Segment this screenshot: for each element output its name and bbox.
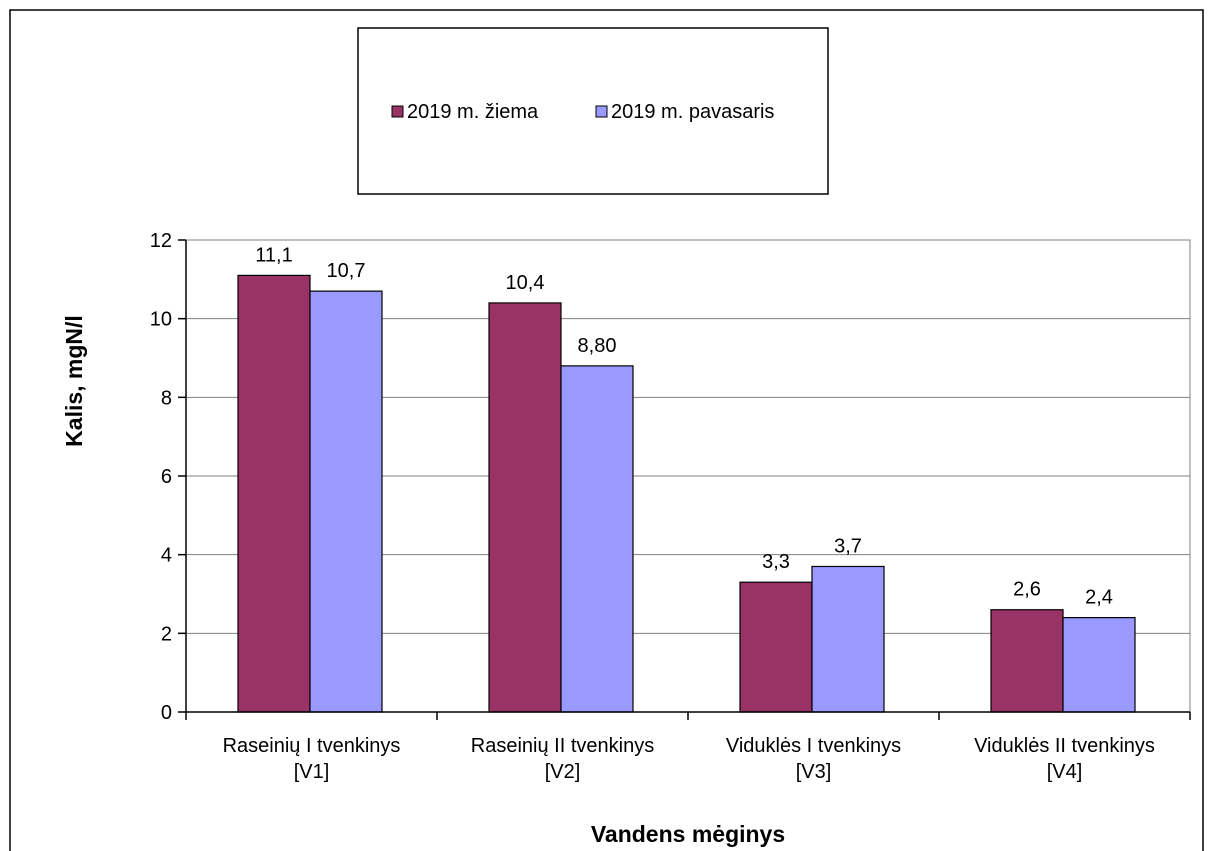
bar <box>560 365 634 713</box>
x-axis-title: Vandens mėginys <box>591 821 785 847</box>
bar <box>739 581 813 713</box>
data-label: 2,4 <box>1085 587 1113 609</box>
data-label: 3,7 <box>834 535 862 557</box>
y-tick-label: 12 <box>150 230 172 252</box>
x-tick-label-line: Raseinių II tvenkinys <box>471 735 654 757</box>
x-tick-label-line: [V1] <box>294 761 330 783</box>
legend-box <box>357 27 829 195</box>
y-tick-label: 4 <box>161 545 172 567</box>
y-axis-title: Kalis, mgN/l <box>61 315 87 447</box>
data-label: 3,3 <box>762 551 790 573</box>
y-tick-label: 6 <box>161 466 172 488</box>
data-labels: 11,1 10,7 10,4 8,80 3,3 3,7 2,6 2,4 <box>255 244 1113 608</box>
x-tick-label: Viduklės I tvenkinys [V3] <box>726 735 901 783</box>
bar <box>309 290 383 713</box>
legend-label: 2019 m. žiema <box>407 101 539 123</box>
bars <box>237 274 1136 713</box>
data-label: 2,6 <box>1013 579 1041 601</box>
bar <box>811 565 885 713</box>
x-tick-label-line: Viduklės II tvenkinys <box>974 735 1155 757</box>
data-label: 10,7 <box>327 260 366 282</box>
x-tick-label-line: Raseinių I tvenkinys <box>223 735 401 757</box>
bar <box>1062 616 1136 713</box>
y-tick-label: 10 <box>150 309 172 331</box>
y-tick-label: 8 <box>161 387 172 409</box>
data-label: 11,1 <box>255 244 292 266</box>
x-tick-label: Viduklės II tvenkinys [V4] <box>974 735 1155 783</box>
x-tick-label: Raseinių II tvenkinys [V2] <box>471 735 654 783</box>
bar <box>990 609 1064 713</box>
legend-label: 2019 m. pavasaris <box>611 101 774 123</box>
x-tick-label-line: [V3] <box>796 761 832 783</box>
x-tick-label-line: [V4] <box>1047 761 1083 783</box>
x-tick-label: Raseinių I tvenkinys [V1] <box>223 735 401 783</box>
y-tick-label: 2 <box>161 623 172 645</box>
data-label: 8,80 <box>578 335 617 357</box>
bar <box>237 274 311 713</box>
x-tick-label-line: [V2] <box>545 761 581 783</box>
y-tick-label: 0 <box>161 702 172 724</box>
legend-swatch <box>391 105 404 118</box>
data-label: 10,4 <box>506 272 545 294</box>
bar <box>488 302 562 713</box>
legend-swatch <box>595 105 608 118</box>
legend: 2019 m. žiema 2019 m. pavasaris <box>357 27 829 195</box>
x-tick-label-line: Viduklės I tvenkinys <box>726 735 901 757</box>
